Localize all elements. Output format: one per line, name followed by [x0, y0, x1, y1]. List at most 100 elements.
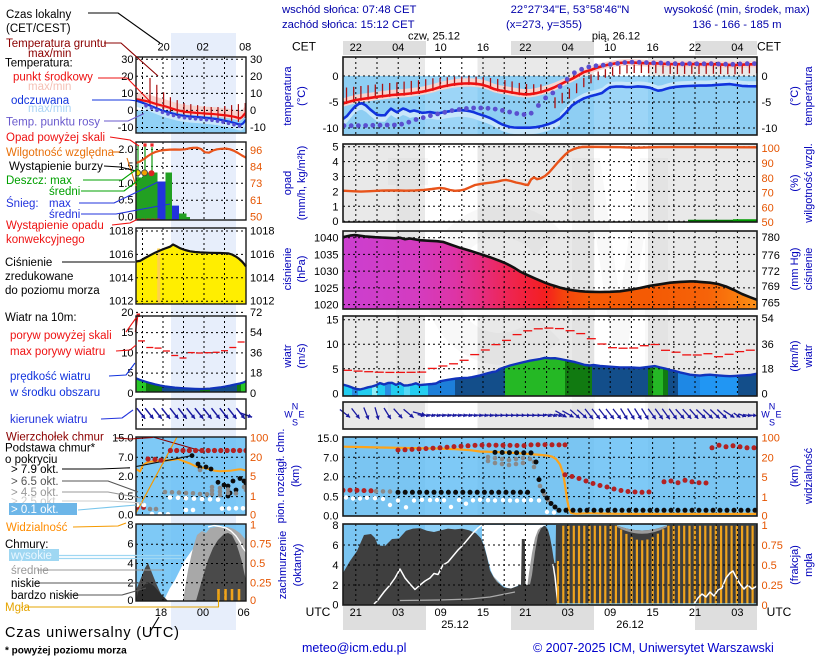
svg-text:(x=273, y=355): (x=273, y=355)	[506, 19, 582, 31]
svg-text:(hPa): (hPa)	[296, 256, 308, 283]
svg-text:0.75: 0.75	[250, 539, 271, 551]
svg-text:Czas uniwersalny (UTC): Czas uniwersalny (UTC)	[5, 625, 180, 641]
svg-text:wysokość (min, środek, max): wysokość (min, środek, max)	[663, 4, 810, 16]
svg-text:(CET/CEST): (CET/CEST)	[6, 23, 71, 35]
svg-text:> 4.5 okt.: > 4.5 okt.	[11, 487, 59, 499]
svg-text:(frakcja): (frakcja)	[789, 545, 801, 585]
svg-text:Wystąpienie opadu: Wystąpienie opadu	[6, 220, 104, 232]
svg-text:1020: 1020	[314, 300, 338, 312]
svg-text:> 0.1 okt.: > 0.1 okt.	[11, 504, 59, 516]
svg-text:1: 1	[250, 519, 256, 531]
svg-text:1014: 1014	[109, 272, 133, 284]
svg-text:15: 15	[477, 607, 489, 619]
svg-text:15: 15	[121, 327, 133, 339]
svg-text:20: 20	[157, 42, 169, 54]
svg-text:wiatr: wiatr	[282, 344, 294, 369]
svg-text:max: max	[49, 198, 71, 210]
svg-text:0: 0	[250, 388, 256, 400]
svg-text:0.25: 0.25	[762, 580, 783, 592]
svg-text:5: 5	[762, 472, 768, 484]
svg-text:2.0: 2.0	[118, 144, 133, 156]
svg-text:N: N	[292, 402, 299, 412]
svg-text:N: N	[769, 402, 776, 412]
svg-text:61: 61	[250, 195, 262, 207]
svg-text:10: 10	[121, 88, 133, 100]
svg-text:22°27'34"E, 53°58'46"N: 22°27'34"E, 53°58'46"N	[511, 4, 630, 16]
svg-text:(°C): (°C)	[789, 86, 801, 106]
svg-text:do poziomu morza: do poziomu morza	[5, 285, 100, 297]
svg-text:73: 73	[250, 178, 262, 190]
svg-text:10: 10	[604, 42, 616, 54]
svg-text:poryw powyżej skali: poryw powyżej skali	[10, 330, 112, 342]
svg-text:widzialność: widzialność	[803, 447, 815, 505]
svg-text:6: 6	[127, 539, 133, 551]
svg-text:Temperatura:: Temperatura:	[5, 58, 73, 70]
svg-text:pion. rozciągł. chm.: pion. rozciągł. chm.	[275, 429, 287, 524]
svg-text:niskie: niskie	[11, 578, 40, 590]
svg-text:96: 96	[250, 145, 262, 157]
svg-text:2: 2	[332, 580, 338, 592]
svg-text:10: 10	[250, 88, 262, 100]
svg-text:08: 08	[239, 42, 251, 54]
svg-text:średni: średni	[49, 186, 80, 198]
svg-text:10: 10	[326, 339, 338, 351]
svg-text:100: 100	[250, 433, 268, 445]
svg-text:54: 54	[762, 313, 774, 325]
svg-text:04: 04	[731, 42, 743, 54]
svg-text:Podstawa chmur*: Podstawa chmur*	[5, 443, 96, 455]
svg-text:5: 5	[332, 364, 338, 376]
svg-text:1040: 1040	[314, 233, 338, 245]
svg-text:(%): (%)	[789, 174, 801, 191]
svg-text:1018: 1018	[109, 226, 133, 238]
svg-text:15.0: 15.0	[317, 433, 338, 445]
svg-text:> 7.9 okt.: > 7.9 okt.	[11, 464, 59, 476]
svg-text:kierunek wiatru: kierunek wiatru	[10, 414, 87, 426]
svg-text:wysokie: wysokie	[10, 550, 52, 562]
svg-text:Śnieg:: Śnieg:	[6, 197, 39, 210]
svg-text:Wierzchołek chmur: Wierzchołek chmur	[6, 432, 104, 444]
svg-text:84: 84	[250, 162, 262, 174]
svg-text:Wilgotność względna: Wilgotność względna	[6, 147, 115, 159]
svg-text:0.5: 0.5	[323, 492, 338, 504]
svg-text:punkt środkowy: punkt środkowy	[13, 72, 93, 84]
svg-text:100: 100	[762, 433, 780, 445]
svg-text:temperatura: temperatura	[282, 65, 294, 125]
svg-text:1035: 1035	[314, 249, 338, 261]
svg-text:8: 8	[332, 520, 338, 532]
svg-text:0: 0	[250, 105, 256, 117]
svg-text:20: 20	[121, 71, 133, 83]
svg-text:0: 0	[127, 388, 133, 400]
svg-text:5: 5	[250, 471, 256, 483]
svg-text:max/min: max/min	[28, 48, 71, 60]
svg-text:36: 36	[762, 339, 774, 351]
svg-text:1: 1	[762, 492, 768, 504]
svg-text:-10: -10	[250, 122, 266, 134]
svg-text:100: 100	[762, 143, 780, 155]
svg-text:20: 20	[250, 71, 262, 83]
svg-text:CET: CET	[757, 40, 782, 54]
svg-text:1016: 1016	[109, 249, 133, 261]
svg-text:18: 18	[250, 368, 262, 380]
svg-text:25.12: 25.12	[441, 619, 469, 631]
svg-text:0.25: 0.25	[250, 577, 271, 589]
svg-text:Mgła: Mgła	[5, 602, 31, 614]
svg-text:09: 09	[434, 607, 446, 619]
svg-text:UTC: UTC	[767, 605, 792, 619]
svg-text:-10: -10	[323, 123, 339, 135]
svg-text:0: 0	[762, 388, 768, 400]
svg-text:(oktanty): (oktanty)	[292, 544, 304, 587]
svg-text:max/min: max/min	[28, 103, 71, 115]
svg-text:03: 03	[731, 607, 743, 619]
svg-text:1025: 1025	[314, 283, 338, 295]
svg-text:S: S	[292, 418, 298, 428]
svg-text:54: 54	[250, 327, 262, 339]
svg-text:(m/s): (m/s)	[296, 343, 308, 368]
svg-text:meteo@icm.edu.pl: meteo@icm.edu.pl	[302, 641, 406, 655]
svg-text:Opad powyżej skali: Opad powyżej skali	[6, 132, 105, 144]
svg-text:90: 90	[762, 158, 774, 170]
svg-text:prędkość wiatru: prędkość wiatru	[10, 371, 91, 383]
svg-text:(km): (km)	[290, 465, 302, 487]
svg-text:(mm/h, kg/m²h): (mm/h, kg/m²h)	[296, 146, 308, 221]
svg-text:1014: 1014	[250, 272, 274, 284]
svg-text:2: 2	[332, 186, 338, 198]
